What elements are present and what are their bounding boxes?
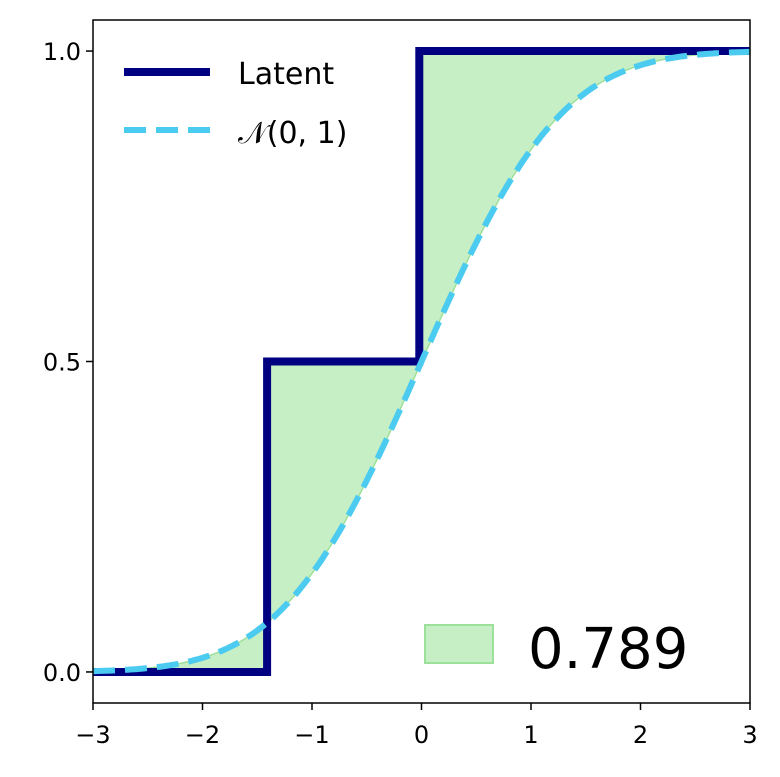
x-tick-label: −1 — [294, 721, 329, 749]
legend-label-normal: 𝒩(0, 1) — [238, 116, 347, 151]
area-value-label: 0.789 — [528, 617, 688, 682]
y-tick-label: 0.5 — [43, 349, 81, 377]
x-tick-label: 2 — [633, 721, 648, 749]
series-line-latent — [93, 47, 750, 676]
area-legend: 0.789 — [424, 617, 688, 682]
y-axis-ticks: 0.0 0.5 1.0 — [43, 38, 93, 687]
y-tick-label: 0.0 — [43, 659, 81, 687]
x-tick-label: 1 — [523, 721, 538, 749]
x-tick-label: −3 — [75, 721, 110, 749]
series-lines — [93, 47, 750, 676]
series-line-normal-cdf — [93, 48, 750, 675]
x-tick-label: 0 — [414, 721, 429, 749]
y-tick-label: 1.0 — [43, 38, 81, 66]
area-swatch — [424, 624, 494, 664]
x-tick-label: 3 — [742, 721, 757, 749]
x-tick-label: −2 — [185, 721, 220, 749]
legend: Latent 𝒩(0, 1) — [124, 57, 347, 151]
x-axis-ticks: −3 −2 −1 0 1 2 3 — [75, 703, 758, 749]
legend-label-latent: Latent — [238, 57, 334, 92]
